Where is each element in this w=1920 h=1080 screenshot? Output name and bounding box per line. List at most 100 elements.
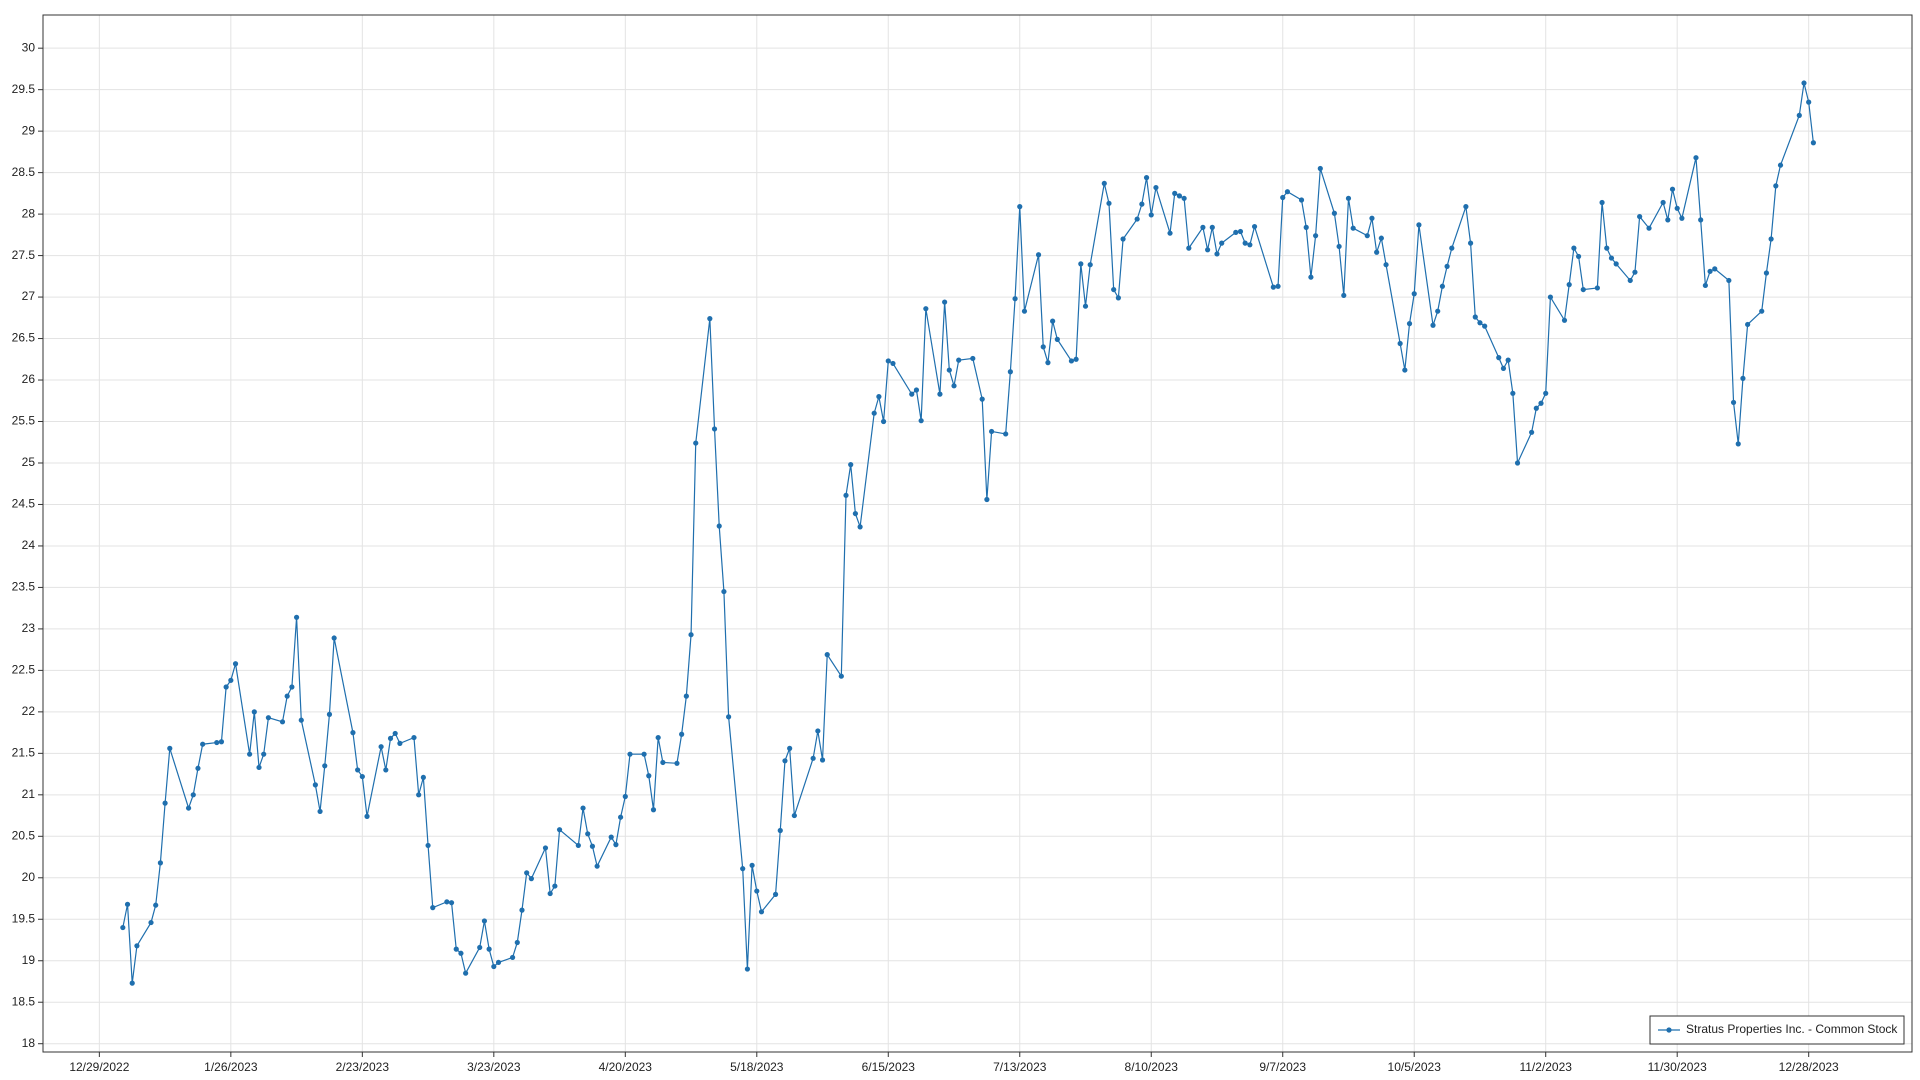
data-point (1186, 245, 1192, 251)
data-point (120, 924, 126, 931)
data-point (1529, 429, 1535, 435)
data-point (1472, 314, 1478, 320)
data-point (791, 812, 797, 819)
data-point (1430, 322, 1436, 328)
data-point (157, 860, 163, 866)
data-point (1726, 277, 1732, 284)
data-point (326, 711, 333, 717)
data-point (477, 944, 483, 951)
data-point (1482, 323, 1488, 329)
data-point (1514, 460, 1521, 466)
data-point (1078, 261, 1084, 267)
data-point (1543, 390, 1549, 396)
y-tick-label: 23.5 (12, 580, 36, 594)
data-point (580, 805, 586, 811)
data-point (1477, 320, 1483, 326)
data-point (1106, 200, 1112, 206)
data-point (721, 588, 727, 595)
data-point (1566, 282, 1572, 288)
data-point (1730, 399, 1737, 406)
data-point (754, 888, 760, 894)
data-point (1608, 255, 1615, 261)
legend-box (1649, 1015, 1905, 1045)
data-point (1280, 194, 1286, 201)
data-point (1406, 321, 1413, 327)
data-point (416, 792, 422, 798)
y-tick-label: 18 (22, 1036, 36, 1050)
data-point (988, 428, 995, 435)
data-point (857, 524, 863, 530)
data-point (448, 900, 455, 906)
data-point (552, 883, 558, 889)
data-point (824, 652, 830, 658)
data-point (1435, 308, 1441, 314)
y-tick-label: 21.5 (12, 746, 36, 760)
data-point (1669, 186, 1676, 192)
data-point (1707, 268, 1713, 274)
data-point (1693, 155, 1699, 161)
x-tick-label: 8/10/2023 (1125, 1060, 1179, 1074)
data-point (1397, 340, 1403, 347)
data-point (956, 357, 962, 363)
data-point (463, 970, 469, 976)
data-point (1233, 229, 1239, 235)
data-point (350, 730, 356, 736)
data-point (749, 862, 755, 868)
x-tick-label: 1/26/2023 (204, 1060, 258, 1074)
data-point (1143, 175, 1150, 181)
data-point (1012, 296, 1018, 302)
data-point (1773, 183, 1779, 189)
data-point (918, 418, 924, 424)
data-point (1082, 303, 1089, 309)
x-tick-label: 7/13/2023 (993, 1060, 1047, 1074)
x-tick-label: 4/20/2023 (599, 1060, 653, 1074)
data-point (425, 842, 431, 849)
y-tick-label: 26.5 (12, 331, 36, 345)
data-point (1439, 283, 1446, 289)
y-tick-label: 22.5 (12, 663, 36, 677)
data-point (1599, 199, 1605, 206)
data-point (364, 813, 370, 819)
y-tick-label: 20.5 (12, 828, 36, 842)
data-point (1665, 217, 1671, 223)
data-point (1500, 365, 1507, 372)
series-line (122, 82, 1814, 984)
data-point (458, 950, 464, 956)
data-point (1364, 233, 1370, 239)
data-point (1345, 195, 1352, 201)
data-point (1674, 205, 1680, 211)
data-point (1810, 140, 1816, 146)
data-point (683, 693, 689, 699)
y-tick-label: 24 (22, 538, 36, 552)
data-point (1341, 292, 1347, 299)
data-point (1759, 308, 1765, 314)
data-point (641, 751, 647, 757)
data-point (430, 905, 436, 911)
data-point (772, 891, 779, 897)
data-point (317, 808, 323, 815)
data-point (1209, 224, 1215, 230)
data-point (1449, 245, 1455, 251)
data-point (1017, 204, 1023, 210)
data-point (411, 734, 417, 741)
y-tick-label: 21 (22, 787, 36, 801)
y-tick-label: 24.5 (12, 497, 36, 511)
data-point (871, 410, 877, 416)
data-point (392, 730, 398, 737)
data-point (838, 673, 844, 679)
data-point (1303, 224, 1309, 230)
data-point (1021, 308, 1028, 314)
data-point (951, 383, 957, 389)
data-point (1115, 295, 1121, 301)
data-point (1510, 390, 1516, 396)
data-point (1580, 286, 1586, 293)
data-point (195, 765, 201, 771)
data-point (228, 677, 234, 683)
y-tick-label: 25.5 (12, 414, 36, 428)
x-tick-label: 11/30/2023 (1648, 1060, 1707, 1074)
data-point (1214, 251, 1220, 257)
data-point (1242, 240, 1248, 246)
data-point (1575, 253, 1582, 260)
data-point (1561, 317, 1568, 323)
data-point (1251, 223, 1258, 230)
